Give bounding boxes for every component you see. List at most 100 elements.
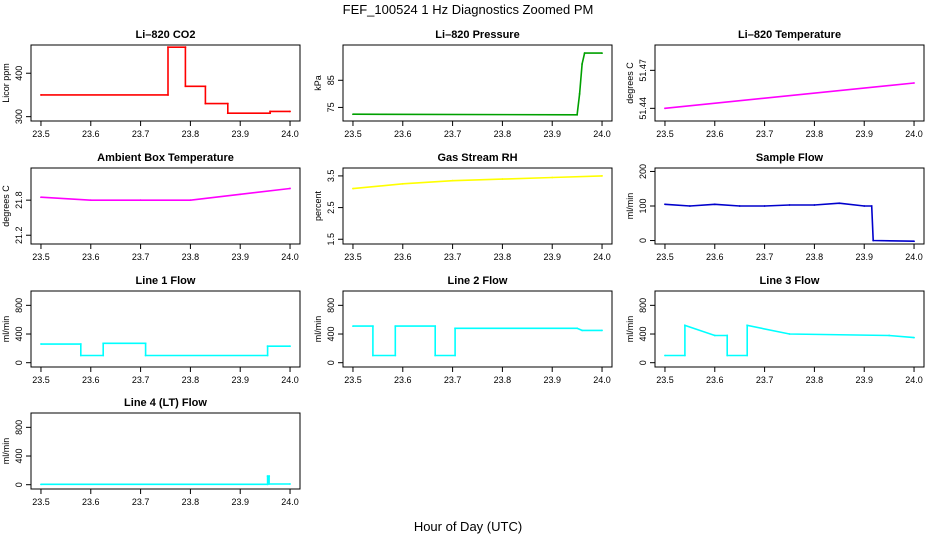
data-point: [79, 354, 82, 357]
x-tick-label: 23.5: [32, 252, 50, 262]
chart-panel-5: Gas Stream RH percent 23.5 23.6 23.7 23.8 23.9…: [313, 152, 613, 262]
data-point: [226, 112, 229, 115]
x-tick-label: 23.7: [756, 129, 774, 139]
data-point: [269, 110, 272, 113]
data-point: [581, 329, 584, 332]
data-point: [601, 175, 603, 177]
x-tick-label: 23.7: [756, 252, 774, 262]
series-line-1: [664, 82, 915, 110]
x-tick-label: 23.7: [132, 129, 150, 139]
panel-title: Ambient Box Temperature: [97, 152, 234, 164]
y-tick-label: 0: [638, 238, 648, 243]
y-axis-label: kPa: [313, 75, 323, 91]
data-point: [371, 354, 374, 357]
x-tick-label: 24.0: [905, 252, 923, 262]
data-point: [434, 354, 437, 357]
data-point: [813, 204, 816, 206]
x-tick-label: 23.7: [132, 497, 150, 507]
x-tick-label: 23.5: [32, 497, 50, 507]
data-point: [664, 107, 666, 110]
data-point: [451, 179, 454, 182]
y-axis-label: Licor ppm: [1, 63, 11, 103]
x-tick-label: 23.6: [82, 129, 100, 139]
x-tick-label: 23.5: [344, 129, 362, 139]
x-tick-label: 23.7: [132, 252, 150, 262]
data-point: [352, 187, 354, 190]
x-tick-label: 23.6: [394, 375, 412, 385]
chart-panel-2: Li–820 Pressure kPa 23.5 23.6 23.7 23.8 23.9 24…: [313, 29, 613, 139]
data-point: [40, 483, 42, 486]
data-point: [664, 354, 666, 357]
chart-panel-3: Li–820 Temperature degrees C 23.5 23.6 23.7 2…: [625, 29, 925, 139]
x-tick-label: 23.9: [543, 252, 561, 262]
x-tick-label: 23.6: [706, 375, 724, 385]
figure-title: FEF_100524 1 Hz Diagnostics Zoomed PM: [343, 2, 594, 17]
data-point: [738, 205, 741, 207]
data-point: [664, 203, 666, 206]
plot-frame: [342, 44, 613, 122]
panel-title: Line 2 Flow: [448, 275, 508, 287]
chart-panel-7: Line 1 Flow ml/min 23.5 23.6 23.7 23.8 23.9 24.…: [1, 275, 301, 385]
series-line-1: [352, 52, 602, 116]
x-tick-label: 23.9: [855, 375, 873, 385]
y-tick-label: 400: [14, 449, 24, 464]
data-point: [40, 94, 42, 96]
data-point: [102, 342, 105, 345]
x-tick-label: 23.7: [132, 375, 150, 385]
data-point: [501, 178, 504, 180]
x-tick-label: 23.8: [494, 129, 512, 139]
x-tick-label: 23.8: [182, 252, 200, 262]
data-point: [601, 329, 603, 332]
y-axis-label: ml/min: [313, 316, 323, 343]
data-point: [888, 334, 891, 337]
x-tick-label: 24.0: [281, 252, 299, 262]
x-tick-label: 24.0: [593, 252, 611, 262]
data-point: [139, 199, 142, 202]
x-tick-label: 23.9: [855, 129, 873, 139]
data-point: [269, 112, 272, 115]
x-tick-label: 24.0: [905, 375, 923, 385]
panel-title: Line 3 Flow: [760, 275, 820, 287]
y-tick-label: 51.47: [638, 59, 648, 82]
data-point: [583, 52, 586, 55]
data-point: [266, 475, 269, 477]
chart-panel-6: Sample Flow ml/min 23.5 23.6 23.7 23.8 23.9 24.…: [625, 152, 925, 262]
data-point: [144, 354, 147, 357]
x-tick-label: 23.8: [494, 375, 512, 385]
data-point: [189, 199, 192, 202]
data-point: [870, 205, 873, 207]
x-tick-label: 24.0: [593, 375, 611, 385]
x-tick-label: 23.9: [231, 497, 249, 507]
plot-frame: [30, 44, 301, 122]
y-tick-label: 85: [326, 75, 336, 85]
data-point: [713, 203, 716, 206]
chart-panel-8: Line 2 Flow ml/min 23.5 23.6 23.7 23.8 23.9 24.…: [313, 275, 613, 385]
plot-frame: [30, 412, 301, 490]
data-point: [204, 85, 207, 88]
data-point: [144, 342, 147, 345]
plot-frame: [654, 44, 925, 122]
data-point: [746, 324, 749, 327]
data-point: [746, 354, 749, 357]
y-tick-label: 21.2: [14, 226, 24, 244]
y-axis-label: degrees C: [625, 62, 635, 104]
x-tick-label: 23.8: [182, 497, 200, 507]
data-point: [184, 46, 187, 49]
data-point: [578, 92, 581, 95]
x-tick-label: 23.5: [344, 375, 362, 385]
data-point: [454, 327, 456, 330]
data-point: [89, 199, 92, 202]
data-point: [683, 354, 686, 357]
y-tick-label: 1.5: [326, 233, 336, 246]
y-tick-label: 400: [14, 327, 24, 342]
x-tick-label: 23.8: [806, 252, 824, 262]
panel-title: Li–820 Temperature: [738, 29, 841, 41]
x-tick-label: 24.0: [281, 497, 299, 507]
y-tick-label: 400: [326, 327, 336, 342]
panel-grid: Li–820 CO2 Licor ppm 23.5 23.6 23.7 23.8 23.9 2…: [1, 29, 925, 507]
y-tick-label: 800: [14, 298, 24, 313]
panel-title: Line 1 Flow: [136, 275, 196, 287]
y-axis-label: ml/min: [1, 438, 11, 465]
data-point: [394, 354, 397, 357]
